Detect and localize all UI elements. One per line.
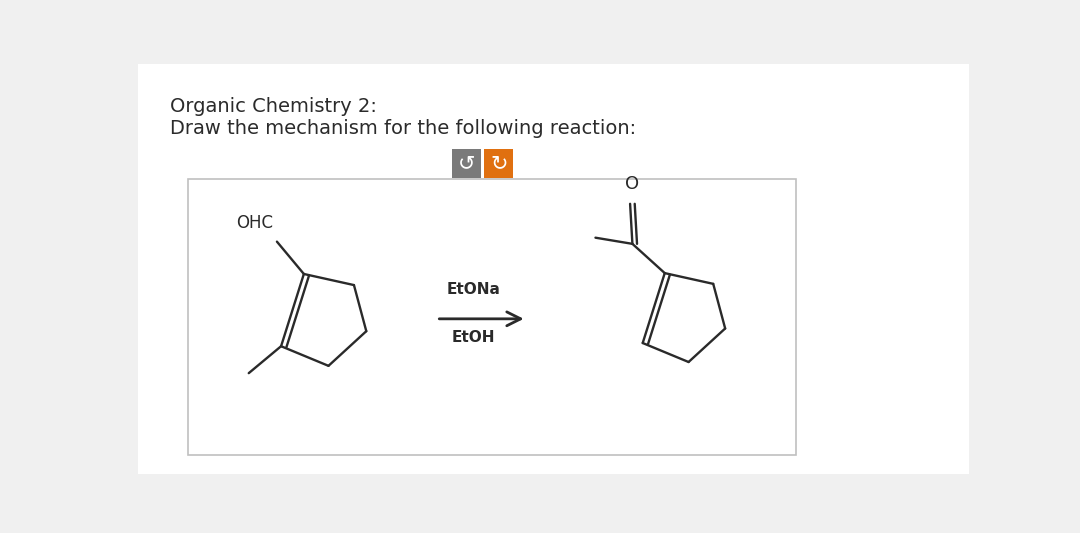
Text: O: O bbox=[625, 175, 639, 193]
Text: OHC: OHC bbox=[237, 214, 273, 232]
Text: ↺: ↺ bbox=[458, 154, 475, 173]
Bar bbox=[484, 149, 513, 178]
Text: ↻: ↻ bbox=[490, 154, 508, 173]
Text: EtOH: EtOH bbox=[451, 329, 495, 345]
Text: Draw the mechanism for the following reaction:: Draw the mechanism for the following rea… bbox=[170, 119, 636, 138]
Bar bbox=[451, 149, 481, 178]
Bar bbox=[188, 180, 796, 455]
Text: EtONa: EtONa bbox=[446, 282, 500, 297]
Text: Organic Chemistry 2:: Organic Chemistry 2: bbox=[170, 97, 377, 116]
